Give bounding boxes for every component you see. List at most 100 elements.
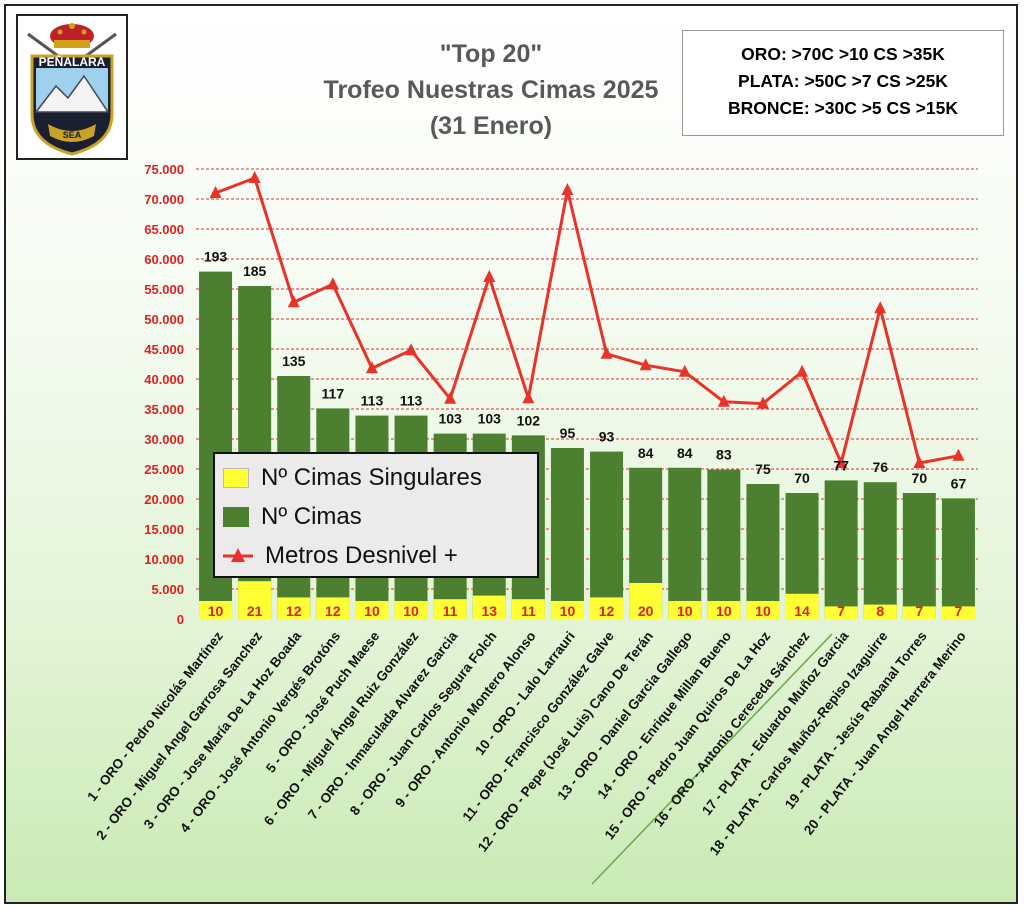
point-metros [209, 186, 222, 198]
title-line-2: Trofeo Nuestras Cimas 2025 [323, 76, 659, 104]
point-metros [835, 456, 848, 468]
point-metros [483, 270, 496, 282]
data-label-singulares: 10 [677, 603, 693, 619]
y-tick-label: 70.000 [144, 192, 184, 207]
bar-cimas [824, 480, 858, 619]
data-label-cimas: 103 [478, 411, 502, 427]
data-label-singulares: 10 [755, 603, 771, 619]
criteria-plata: PLATA: >50C >7 CS >25K [738, 71, 948, 91]
point-metros [913, 456, 926, 468]
legend-label-cimas: Nº Cimas [261, 503, 362, 530]
point-metros [405, 343, 418, 356]
data-label-singulares: 8 [876, 603, 884, 619]
data-label-cimas: 113 [400, 393, 423, 409]
bar-singulares [550, 601, 584, 619]
oro-plata-divider [591, 633, 833, 885]
bar-cimas [863, 482, 897, 619]
chart-title: "Top 20" Trofeo Nuestras Cimas 2025 (31 … [276, 36, 706, 144]
bar-cimas [707, 469, 741, 619]
legend-swatch-cimas [223, 507, 249, 527]
bar-singulares [707, 601, 741, 619]
legend-item-cimas: Nº Cimas [223, 499, 362, 535]
y-tick-label: 20.000 [144, 492, 184, 507]
y-tick-label: 25.000 [144, 462, 184, 477]
chart-legend: Nº Cimas Singulares Nº Cimas Metros Desn… [213, 452, 539, 578]
bar-singulares [511, 599, 545, 619]
x-category-label: 17 - PLATA - Eduardo Muñoz Garcia [699, 628, 852, 818]
y-tick-label: 40.000 [144, 372, 184, 387]
data-label-singulares: 10 [716, 603, 732, 619]
point-metros [522, 391, 535, 404]
point-metros [756, 396, 769, 409]
x-category-label: 8 - ORO - Juan Carlos Segura Folch [347, 629, 500, 819]
criteria-bronce: BRONCE: >30C >5 CS >15K [727, 98, 959, 118]
data-label-singulares: 20 [638, 603, 654, 619]
data-label-singulares: 12 [286, 603, 302, 619]
data-label-cimas: 93 [599, 429, 615, 445]
data-label-cimas: 135 [282, 353, 306, 369]
bar-cimas [590, 451, 624, 619]
chart-canvas: 0 5.000 10.000 15.000 20.000 25.000 30.000 35.0… [84, 162, 978, 885]
title-line-3: (31 Enero) [429, 112, 553, 140]
y-tick-label: 5.000 [151, 582, 184, 597]
bar-cimas [902, 493, 936, 619]
club-crest-icon: PEÑALARA SEA [27, 23, 117, 156]
bar-singulares [277, 597, 311, 619]
criteria-oro: ORO: >70C >10 CS >35K [741, 44, 945, 64]
legend-item-singulares: Nº Cimas Singulares [223, 460, 482, 496]
data-label-singulares: 10 [364, 603, 380, 619]
legend-label-metros: Metros Desnivel + [265, 542, 458, 569]
data-label-singulares: 21 [247, 603, 263, 619]
data-label-cimas: 83 [716, 447, 732, 463]
point-metros [561, 183, 574, 195]
data-label-singulares: 12 [325, 603, 341, 619]
point-metros [639, 358, 652, 371]
point-metros [444, 391, 457, 404]
data-label-singulares: 7 [915, 603, 923, 619]
logo-text: PEÑALARA [39, 54, 106, 69]
y-tick-label: 30.000 [144, 432, 184, 447]
bar-singulares [785, 593, 819, 619]
bar-cimas [550, 448, 584, 619]
legend-label-singulares: Nº Cimas Singulares [261, 464, 482, 491]
data-label-singulares: 11 [521, 603, 536, 619]
data-label-cimas: 67 [951, 475, 967, 491]
bar-singulares [863, 604, 897, 619]
bar-singulares [199, 601, 233, 619]
bar-singulares [746, 601, 780, 619]
data-label-cimas: 117 [322, 385, 345, 401]
y-tick-label: 65.000 [144, 222, 184, 237]
y-tick-label: 35.000 [144, 402, 184, 417]
data-label-cimas: 84 [677, 445, 693, 461]
data-label-cimas: 103 [438, 411, 462, 427]
bar-singulares [629, 583, 663, 619]
y-tick-label: 60.000 [144, 252, 184, 267]
data-label-singulares: 7 [837, 603, 845, 619]
bar-singulares [902, 606, 936, 619]
bar-singulares [355, 601, 389, 619]
data-label-singulares: 10 [560, 603, 576, 619]
bar-cimas [941, 498, 975, 619]
y-tick-label: 0 [177, 612, 184, 627]
bar-cimas [746, 484, 780, 619]
bar-singulares [238, 581, 272, 619]
data-label-cimas: 70 [912, 470, 928, 486]
point-metros [717, 394, 730, 407]
data-label-singulares: 11 [443, 603, 458, 619]
chart-frame: 0 5.000 10.000 15.000 20.000 25.000 30.000 35.0… [4, 4, 1018, 904]
data-label-singulares: 7 [955, 603, 963, 619]
y-tick-label: 45.000 [144, 342, 184, 357]
data-label-singulares: 12 [599, 603, 615, 619]
y-tick-label: 75.000 [144, 162, 184, 177]
data-label-cimas: 113 [361, 393, 384, 409]
x-category-label: 2 - ORO - Miguel Angel Garrosa Sanchez [93, 628, 265, 842]
bar-singulares [433, 599, 467, 619]
logo-badge-text: SEA [63, 130, 82, 140]
bar-singulares [941, 606, 975, 619]
line-metros [215, 176, 959, 465]
bar-singulares [668, 601, 702, 619]
bar-singulares [472, 595, 506, 619]
legend-swatch-singulares [223, 468, 249, 488]
data-label-cimas: 76 [872, 459, 888, 475]
data-label-singulares: 13 [481, 603, 497, 619]
